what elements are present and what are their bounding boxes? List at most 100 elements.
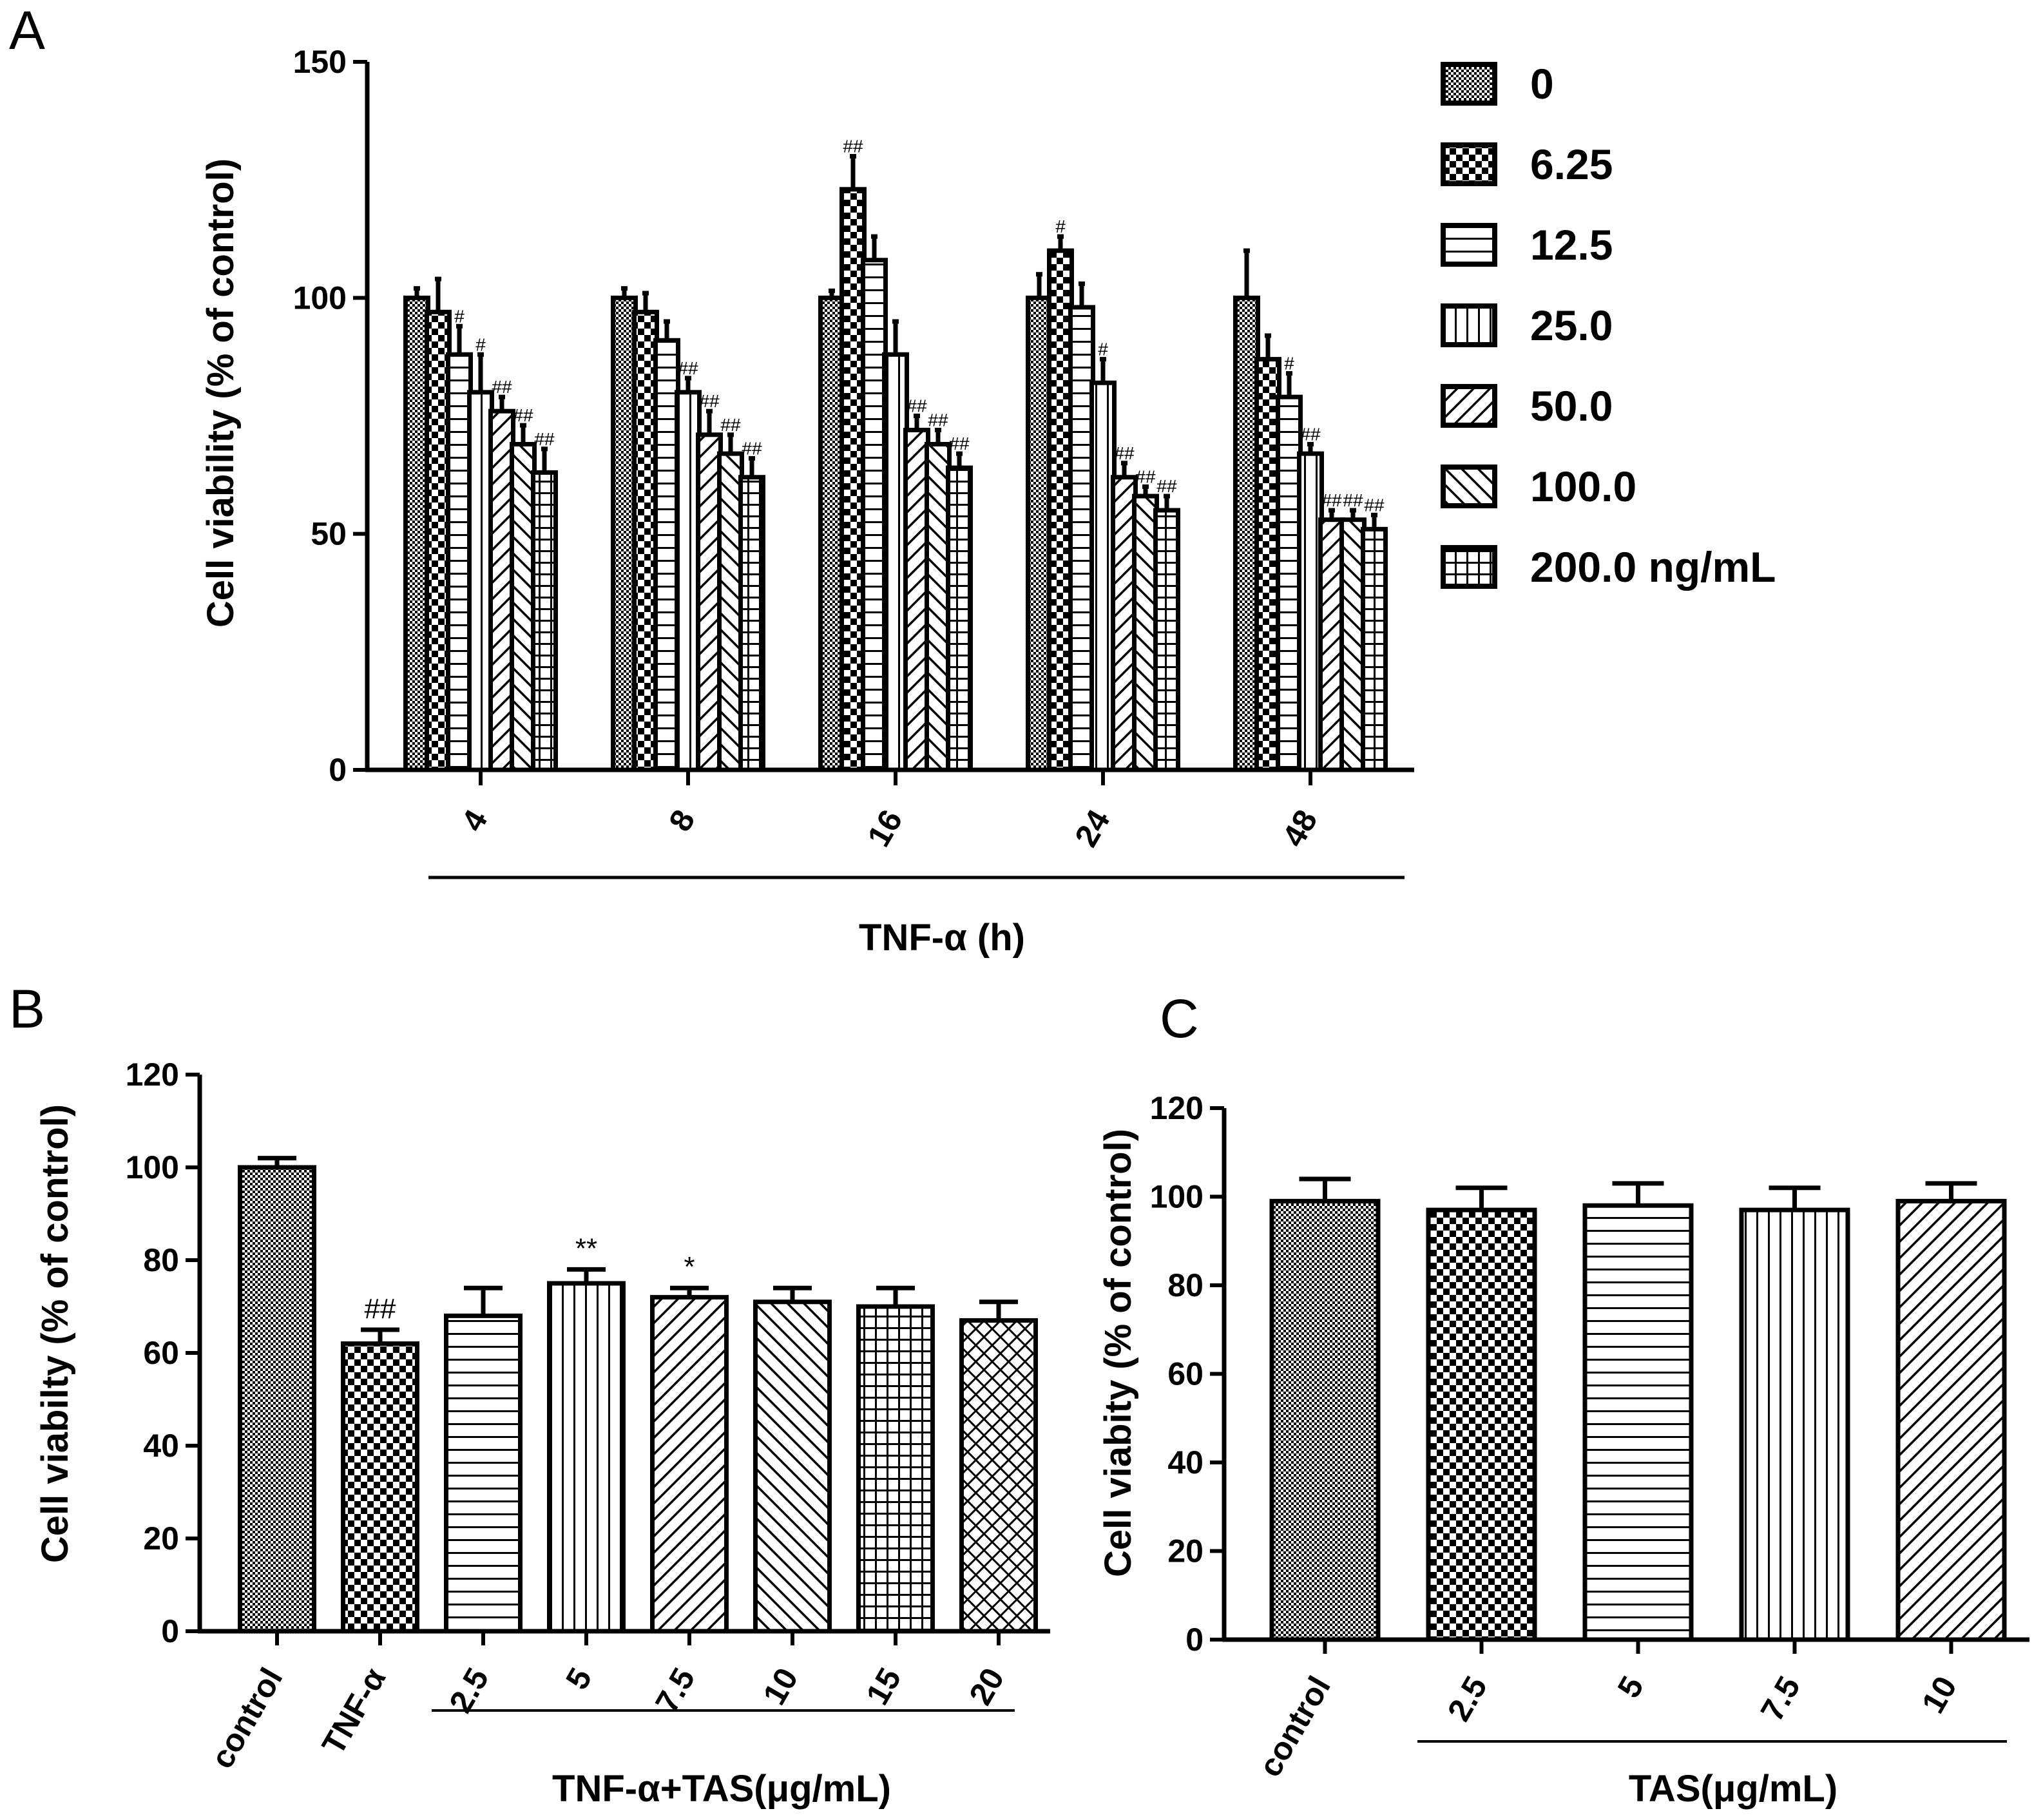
panel-a-significance-mark: # [454,306,465,326]
panel-c-x-tick-label: 7.5 [1754,1671,1807,1727]
legend-swatch [1441,142,1497,186]
panel-a-bar [861,258,888,772]
panel-b-bar [444,1313,523,1634]
panel-b-bar [856,1304,935,1634]
panel-a-significance-mark: ## [906,396,927,416]
panel-c-letter: C [1160,988,1199,1049]
panel-a-significance-mark: ## [1364,495,1385,515]
panel-b-group-label: TNF-α+TAS(μg/mL) [552,1768,891,1810]
panel-a-y-tick-label: 0 [329,752,347,788]
panel-c-y-tick-label: 60 [1167,1356,1204,1392]
panel-a-bar [510,441,537,772]
panel-a-significance-mark: ## [843,137,863,157]
panel-a-bar [1153,508,1180,772]
panel-b-bar [238,1165,316,1634]
panel-a-significance-mark: ## [720,415,741,435]
panel-a-bar [717,451,744,772]
panel-a-x-tick-label: 4 [454,803,494,837]
panel-a-bar [488,408,515,772]
panel-b-x-tick-label: TNF-α [315,1662,393,1760]
panel-a-x-tick-label: 24 [1068,803,1117,852]
panel-a-bar [738,475,765,772]
panel-b-letter: B [9,979,45,1039]
panel-c-x-tick-label: 10 [1915,1671,1964,1719]
legend-swatch [1441,465,1497,508]
panel-a-significance-mark: ## [1114,443,1135,463]
panel-b-bar [753,1299,832,1634]
panel-a-significance-mark: ## [1300,424,1321,444]
panel-a-x-tick-label: 8 [662,804,702,838]
panel-a-bar [403,295,430,772]
panel-a-significance-mark: ## [949,434,970,454]
panel-b-significance-mark: ## [365,1293,396,1325]
legend-label: 200.0 ng/mL [1530,543,1776,591]
panel-c-bar [1269,1198,1381,1642]
panel-a-chart: 050100150########4########8########16###… [293,44,1414,853]
panel-b-y-tick-label: 20 [143,1520,179,1557]
panel-c-bar [1426,1207,1537,1642]
panel-a-significance-mark: ## [742,438,762,458]
panel-b-significance-mark: ** [575,1232,597,1264]
panel-a-x-tick-label: 48 [1275,804,1324,853]
panel-a-bar [1233,295,1260,772]
legend-swatch [1441,545,1497,589]
legend-label: 50.0 [1530,382,1613,430]
panel-a-bar [1068,305,1095,772]
panel-a-letter: A [9,0,45,61]
panel-a-bar [1111,475,1138,772]
legend-label: 12.5 [1530,221,1613,269]
panel-a-bar [1276,394,1303,772]
panel-b-x-tick-label: control [204,1662,289,1775]
panel-a-xlabel: TNF-α (h) [859,917,1025,959]
panel-c-y-tick-label: 20 [1167,1533,1204,1569]
panel-b-y-tick-label: 100 [126,1149,179,1185]
legend-swatch [1441,384,1497,428]
panel-c-y-tick-label: 40 [1167,1444,1204,1480]
panel-b-y-tick-label: 60 [143,1335,179,1371]
panel-a-bar [882,352,909,772]
panel-b-x-tick-label: 10 [756,1662,805,1711]
panel-a-y-tick-label: 150 [293,44,347,80]
panel-b-y-tick-label: 0 [161,1613,179,1649]
panel-b-bar [650,1295,729,1634]
panel-c-x-tick-label: 2.5 [1441,1671,1494,1727]
panel-b-y-tick-label: 120 [126,1057,179,1093]
panel-a-significance-mark: # [1055,216,1066,236]
panel-a-significance-mark: ## [678,358,698,378]
panel-a-significance-mark: ## [1343,490,1363,510]
panel-c-bar [1739,1207,1850,1642]
panel-c-x-tick-label: 5 [1611,1671,1651,1704]
panel-c-chart: 0 20 40 60 80 100 120 control 2.5 5 7.5 10 [1150,1090,2029,1783]
panel-a-significance-mark: ## [1156,476,1177,496]
panel-b-x-tick-label: 15 [859,1662,908,1711]
panel-a-bar [531,470,558,772]
panel-c-y-tick-label: 120 [1150,1090,1204,1126]
panel-c-bar [1895,1198,2007,1642]
panel-a-legend: 0 6.25 12.5 25.0 50.0 100.0 200.0 ng/mL [1441,60,1776,591]
legend-label: 100.0 [1530,463,1636,510]
panel-a-x-tick-label: 16 [860,804,909,853]
panel-a-significance-mark: ## [928,410,948,430]
panel-a-significance-mark: # [1098,340,1108,359]
panel-c-y-tick-label: 0 [1185,1622,1204,1658]
panel-c-y-tick-label: 100 [1150,1179,1204,1215]
panel-a-y-tick-label: 50 [311,516,347,552]
panel-a-significance-mark: # [475,334,486,354]
panel-a-significance-mark: # [1284,354,1294,374]
panel-b-ylabel: Cell viabilty (% of control) [34,1104,76,1563]
panel-a-bar [1361,526,1388,772]
panel-a-bar [425,309,452,772]
panel-a-bar [1318,517,1345,772]
panel-a-bar [446,352,473,772]
panel-c-y-tick-label: 80 [1167,1267,1204,1303]
panel-a-significance-mark: ## [492,377,512,397]
panel-b-bar [341,1341,419,1634]
panel-a-significance-mark: ## [513,405,533,425]
panel-a-significance-mark: ## [699,391,720,411]
legend-swatch [1441,303,1497,347]
panel-c-group-label: TAS(μg/mL) [1629,1768,1837,1810]
panel-b-y-tick-label: 80 [143,1242,179,1278]
panel-a-y-tick-label: 100 [293,280,347,316]
